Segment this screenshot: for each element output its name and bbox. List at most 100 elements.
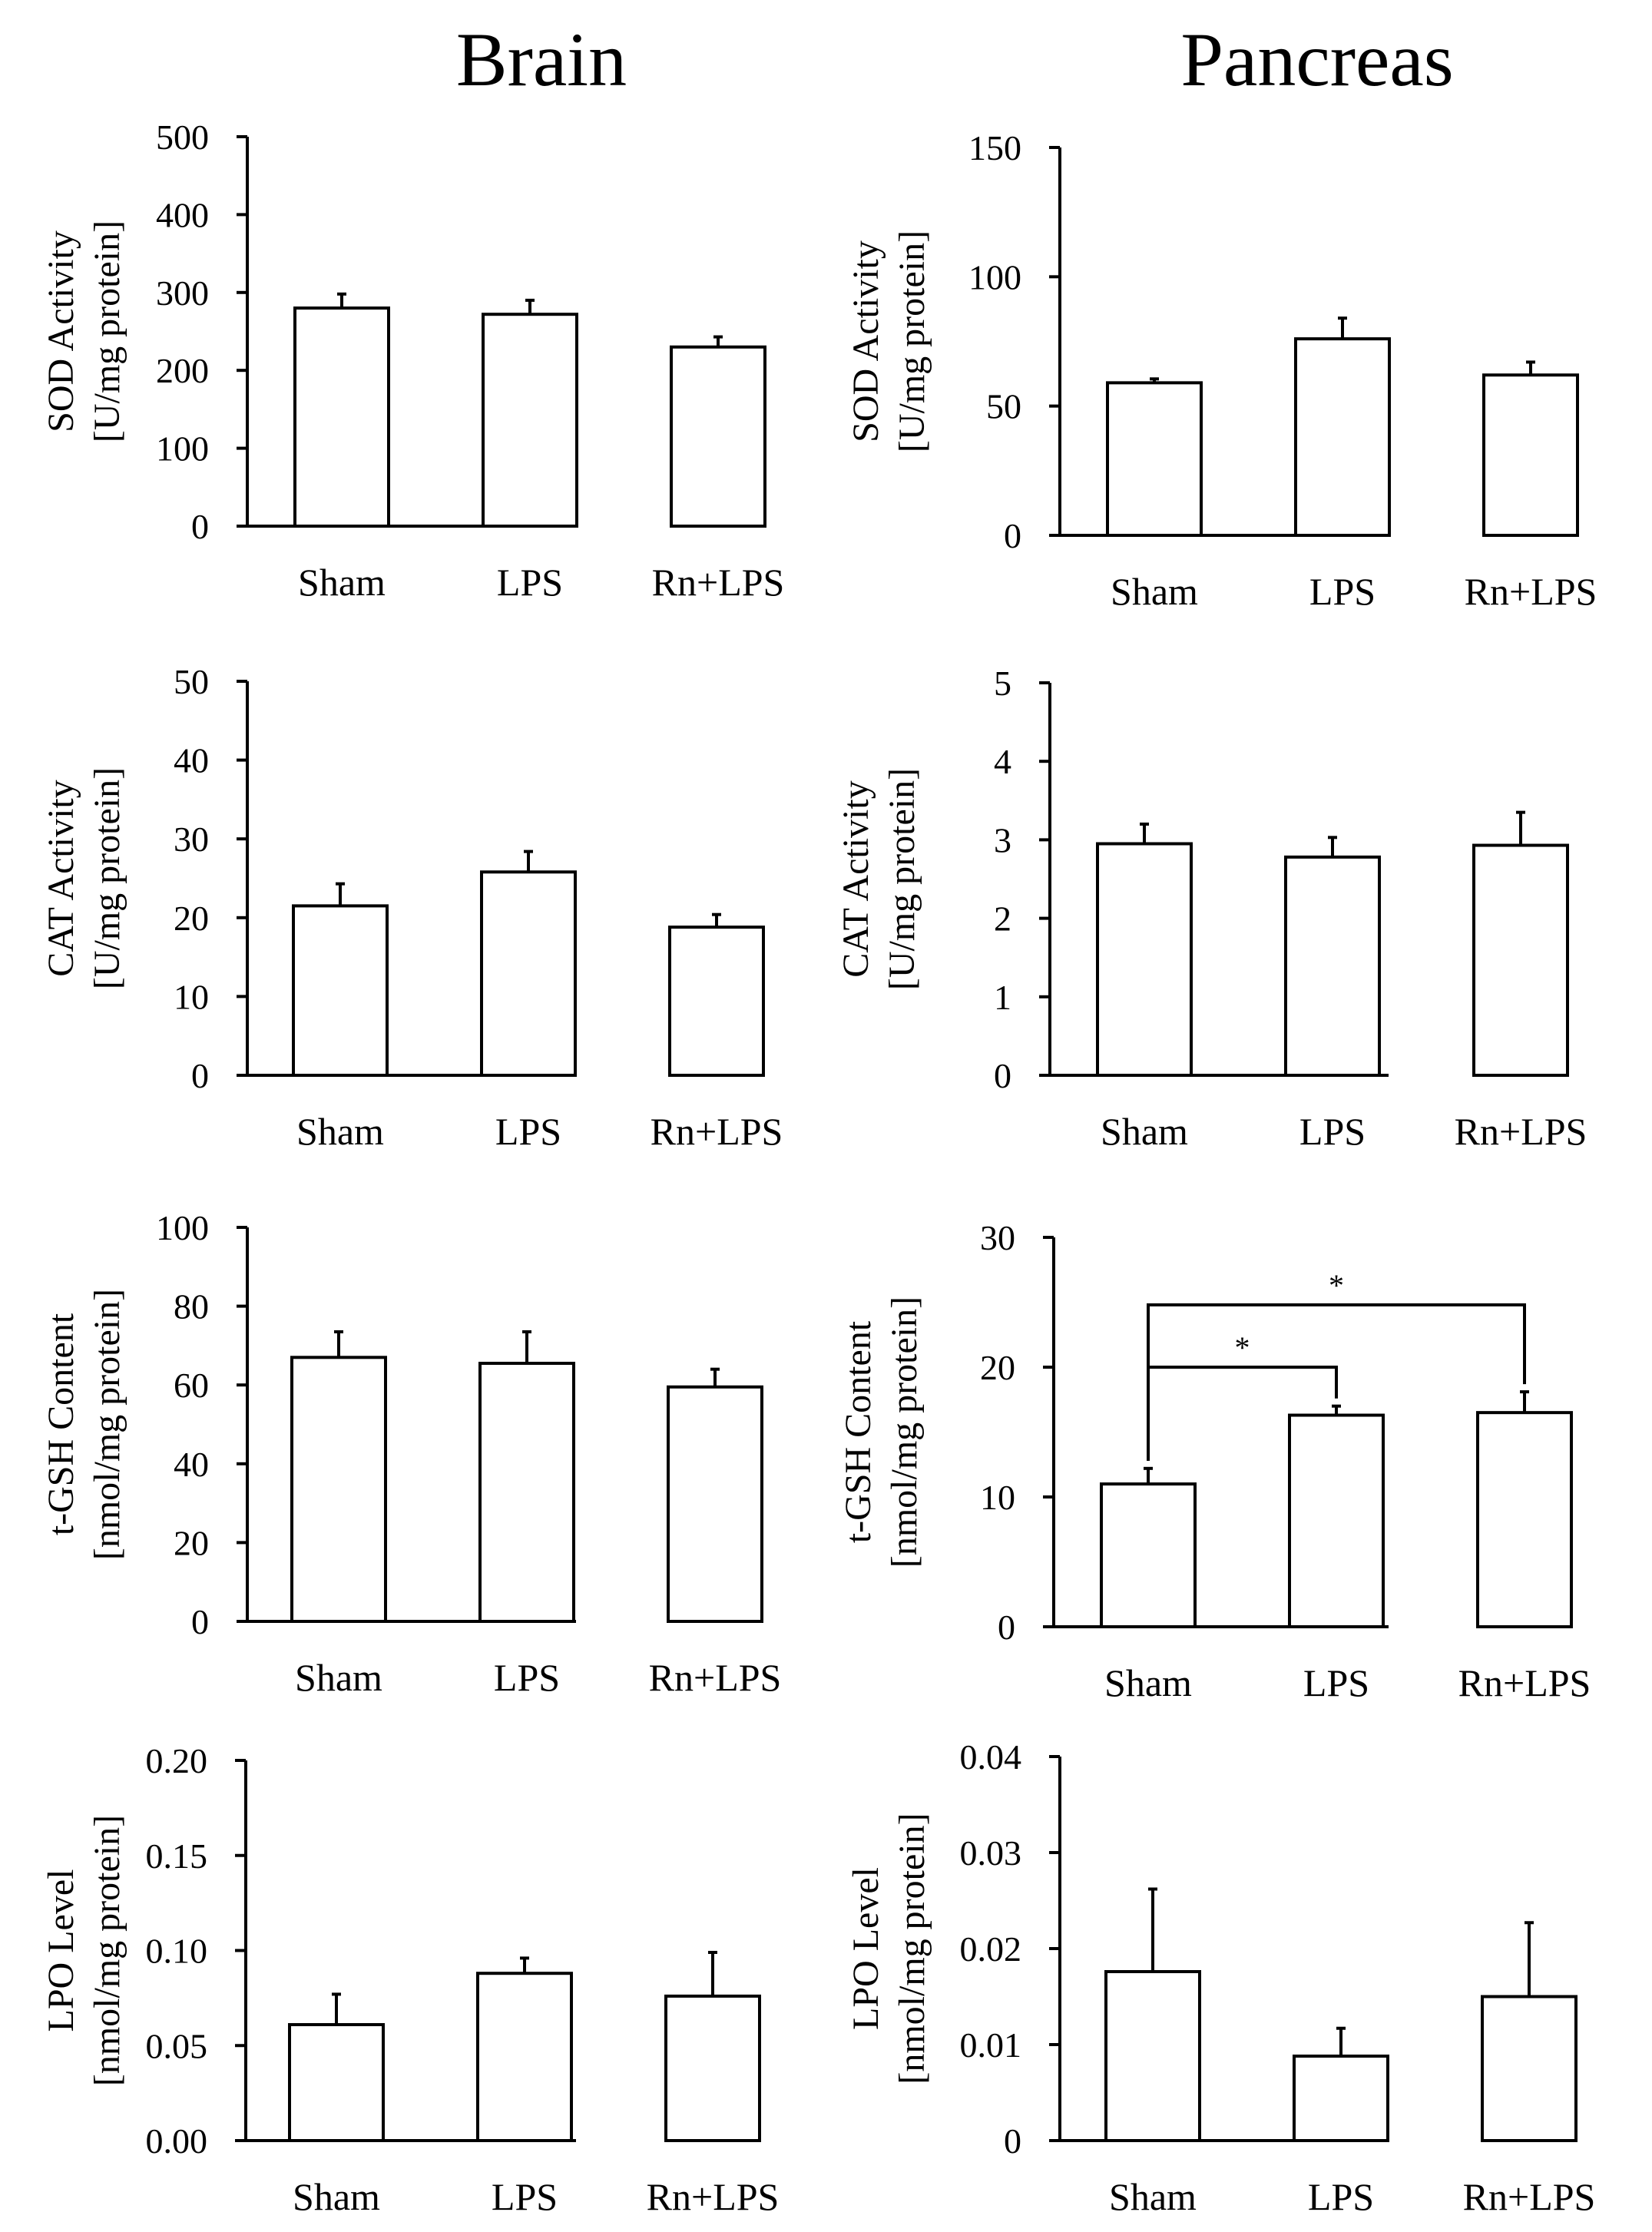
panel8-ytick-label: 0.04 [960, 1737, 1022, 1777]
panel2-category-label: Rn+LPS [1465, 570, 1597, 613]
panel1-category-label: Sham [298, 561, 386, 604]
panel3-ytick-label: 20 [174, 899, 209, 938]
panel5-category-label: LPS [494, 1656, 560, 1699]
panel7-ytick-label: 0.20 [146, 1741, 208, 1780]
panel8-ylabel-line: [nmol/mg protein] [892, 1813, 932, 2084]
panel3-ytick-label: 10 [174, 977, 209, 1016]
panel6-category-label: LPS [1303, 1661, 1369, 1704]
panel3-bar [668, 926, 765, 1078]
panel1-bar [670, 345, 766, 528]
panel1-ylabel-line: SOD Activity [41, 230, 81, 432]
panel5-ylabel-line: t-GSH Content [41, 1313, 81, 1535]
panel1-ytick-label: 300 [156, 273, 209, 313]
panel4-ytick-label: 2 [994, 899, 1011, 939]
panel1-bar [482, 313, 578, 528]
panel6-ytick-label: 30 [980, 1218, 1015, 1257]
panel4-ylabel-line: CAT Activity [836, 780, 876, 977]
panel6-significance-label: * [1235, 1330, 1250, 1365]
panel2-ylabel-line: [U/mg protein] [892, 230, 932, 452]
panel2-ytick-label: 150 [968, 128, 1021, 167]
panel5-ytick-label: 80 [174, 1287, 209, 1326]
panel4-bar [1096, 842, 1193, 1077]
panel3-ylabel-line: CAT Activity [41, 780, 81, 976]
panel5-ytick-label: 20 [174, 1523, 209, 1562]
panel5-bar [290, 1356, 387, 1624]
panel2-bar [1106, 381, 1203, 537]
panel6-ylabel-line: t-GSH Content [838, 1320, 879, 1543]
panel1-bar [293, 306, 390, 528]
panel3-bar [292, 904, 389, 1078]
panel3-bar [480, 870, 577, 1077]
panel6-significance-bracket [1147, 1303, 1526, 1461]
panel5-ytick-label: 40 [174, 1445, 209, 1484]
panel4-ytick-label: 4 [994, 742, 1011, 781]
panel3-category-label: LPS [495, 1110, 561, 1153]
panel3-ytick-label: 30 [174, 820, 209, 859]
panel7-ytick-label: 0.05 [146, 2026, 208, 2065]
panel8-bar [1481, 1995, 1578, 2142]
panel1-ylabel-line: [U/mg protein] [87, 220, 127, 442]
panel7-bar [288, 2023, 385, 2142]
panel5-ytick-label: 60 [174, 1366, 209, 1405]
panel7-category-label: Rn+LPS [647, 2175, 780, 2218]
panel3-ylabel-line: [U/mg protein] [87, 767, 127, 989]
panel8-ytick-label: 0.02 [960, 1929, 1022, 1969]
panel5-category-label: Sham [295, 1656, 382, 1699]
panel7-category-label: Sham [293, 2175, 380, 2218]
panel2-bar [1482, 373, 1579, 537]
panel8-ylabel-line: LPO Level [846, 1867, 886, 2030]
panel4-ytick-label: 1 [994, 978, 1011, 1017]
panel4-ytick-label: 0 [994, 1056, 1011, 1095]
panel1-category-label: LPS [497, 561, 563, 604]
panel8-bar [1293, 2055, 1389, 2142]
panel8-category-label: LPS [1308, 2175, 1374, 2218]
panel1-ytick-label: 500 [156, 118, 209, 157]
panel6-ylabel-line: [nmol/mg protein] [884, 1296, 925, 1568]
panel4-category-label: LPS [1299, 1110, 1366, 1153]
panel8-category-label: Sham [1109, 2175, 1197, 2218]
panel2-category-label: LPS [1309, 570, 1376, 613]
panel4-ytick-label: 3 [994, 820, 1011, 859]
panel6-bar [1288, 1413, 1385, 1629]
column-title-pancreas: Pancreas [1180, 17, 1454, 102]
panel7-bar [476, 1972, 573, 2142]
panel6-significance-label: * [1329, 1268, 1344, 1303]
panel5-category-label: Rn+LPS [649, 1656, 782, 1699]
panel2-ytick-label: 50 [986, 387, 1021, 426]
column-title-brain: Brain [455, 17, 627, 102]
panel2-ylabel-line: SOD Activity [846, 240, 886, 442]
panel7-ytick-label: 0.15 [146, 1836, 208, 1876]
panel7-bar [664, 1994, 761, 2142]
panel4-bar [1284, 855, 1381, 1078]
panel8-ytick-label: 0.03 [960, 1833, 1022, 1873]
panel5-ylabel-line: [nmol/mg protein] [87, 1289, 127, 1560]
panel7-ytick-label: 0.00 [146, 2121, 208, 2161]
panel2-ytick-label: 0 [1004, 516, 1021, 555]
panel3-category-label: Rn+LPS [651, 1110, 783, 1153]
panel8-ytick-label: 0.01 [960, 2025, 1022, 2065]
panel5-bar [667, 1385, 763, 1623]
panel6-bar [1476, 1411, 1573, 1629]
panel8-category-label: Rn+LPS [1463, 2175, 1596, 2218]
panel8-ytick-label: 0 [1004, 2121, 1021, 2161]
panel4-category-label: Rn+LPS [1455, 1110, 1587, 1153]
panel5-ytick-label: 100 [156, 1208, 209, 1247]
panel2-category-label: Sham [1111, 570, 1198, 613]
panel1-ytick-label: 400 [156, 195, 209, 234]
panel6-bar [1100, 1482, 1197, 1628]
panel3-ytick-label: 50 [174, 662, 209, 701]
panel4-ylabel-line: [U/mg protein] [882, 768, 922, 990]
panel6-ytick-label: 10 [980, 1478, 1015, 1517]
panel5-bar [478, 1361, 575, 1623]
panel6-ytick-label: 0 [998, 1608, 1015, 1647]
panel6-ytick-label: 20 [980, 1348, 1015, 1387]
panel6-category-label: Rn+LPS [1458, 1661, 1591, 1704]
panel7-ytick-label: 0.10 [146, 1932, 208, 1971]
panel1-category-label: Rn+LPS [652, 561, 785, 604]
panel3-ytick-label: 40 [174, 741, 209, 780]
panel7-category-label: LPS [492, 2175, 558, 2218]
panel2-bar [1294, 337, 1391, 537]
panel6-category-label: Sham [1104, 1661, 1192, 1704]
